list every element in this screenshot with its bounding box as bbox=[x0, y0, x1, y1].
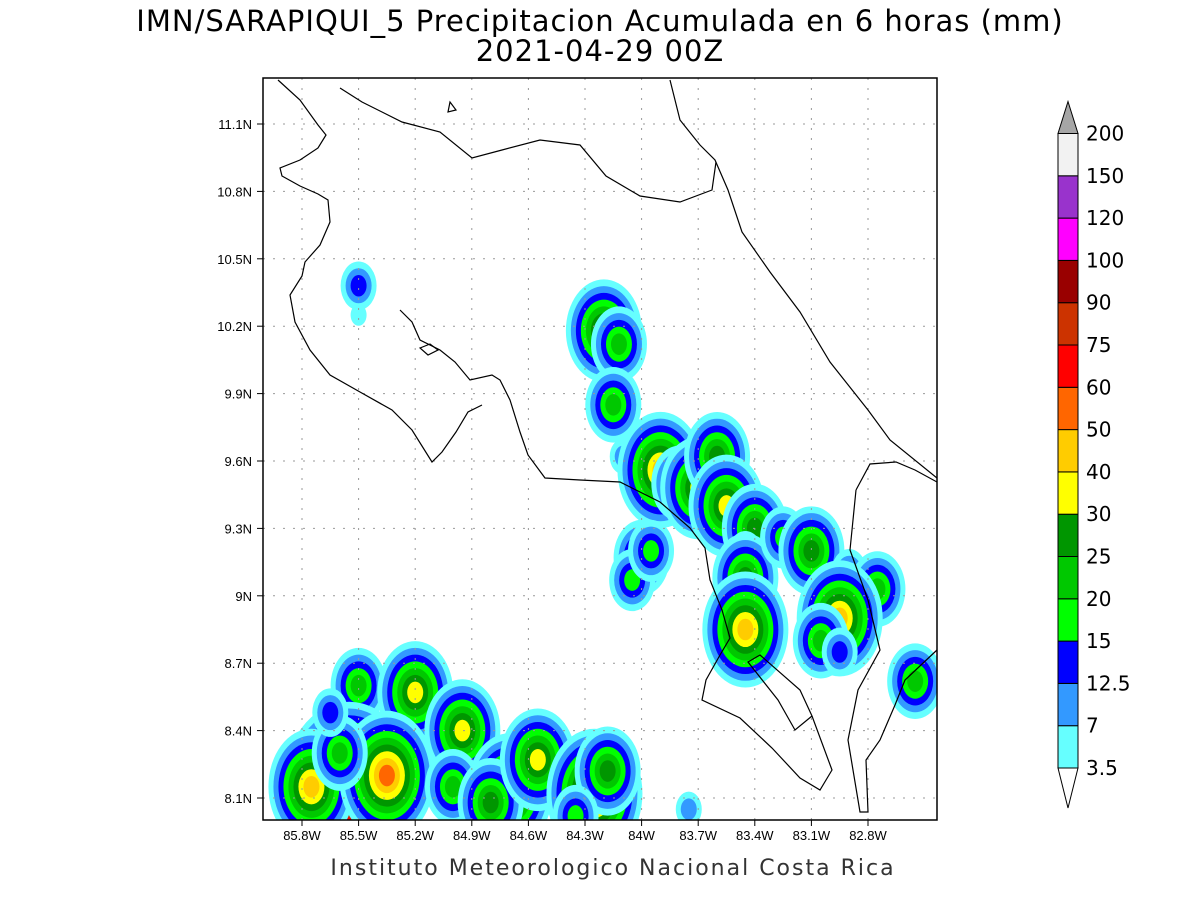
lat-tick-label: 11.1N bbox=[218, 117, 252, 132]
colorbar-label: 3.5 bbox=[1086, 756, 1118, 780]
credit-text: Instituto Meteorologico Nacional Costa R… bbox=[330, 856, 896, 881]
colorbar-label: 40 bbox=[1086, 460, 1111, 484]
lat-tick-label: 10.2N bbox=[217, 319, 252, 334]
coastlines bbox=[277, 79, 937, 813]
colorbar-label: 60 bbox=[1086, 375, 1111, 399]
lat-tick-label: 9N bbox=[235, 589, 252, 604]
lon-tick-label: 82.8W bbox=[849, 828, 887, 843]
lat-tick-label: 8.7N bbox=[225, 656, 252, 671]
precip-contour bbox=[831, 641, 848, 663]
colorbar-box bbox=[1057, 429, 1079, 473]
colorbar-box bbox=[1057, 725, 1079, 769]
colorbar-under-arrow bbox=[1057, 767, 1079, 809]
colorbar-box bbox=[1057, 217, 1079, 261]
lat-tick-label: 8.4N bbox=[225, 724, 252, 739]
colorbar-box bbox=[1057, 513, 1079, 558]
colorbar-box bbox=[1057, 259, 1079, 304]
lon-tick-label: 84.3W bbox=[566, 828, 604, 843]
longitude-ticks: 85.8W 85.5W 85.2W 84.9W 84.6W 84.3W 84W 83.7W 83… bbox=[283, 820, 888, 843]
precip-contour bbox=[907, 670, 924, 692]
lon-tick-label: 84.6W bbox=[510, 828, 548, 843]
lon-tick-label: 84W bbox=[628, 828, 655, 843]
precip-contour bbox=[350, 674, 367, 697]
map-frame bbox=[262, 77, 938, 821]
colorbar-label: 90 bbox=[1086, 291, 1111, 315]
precip-contour bbox=[567, 805, 584, 820]
colorbar-box bbox=[1057, 386, 1079, 431]
colorbar-box bbox=[1057, 344, 1079, 388]
precip-contour bbox=[482, 791, 499, 814]
gridlines bbox=[263, 78, 937, 820]
lat-tick-label: 9.6N bbox=[225, 454, 252, 469]
map-title: IMN/SARAPIQUI_5 Precipitacion Acumulada … bbox=[136, 4, 1064, 38]
lon-tick-label: 85.5W bbox=[340, 828, 378, 843]
colorbar-label: 7 bbox=[1086, 714, 1099, 738]
lon-tick-label: 83.1W bbox=[793, 828, 831, 843]
precip-contour bbox=[605, 394, 622, 416]
colorbar-box bbox=[1057, 133, 1079, 177]
precip-contour bbox=[803, 540, 820, 562]
colorbar-label: 75 bbox=[1086, 333, 1111, 357]
precip-contour bbox=[624, 569, 641, 591]
lon-tick-label: 85.8W bbox=[283, 828, 321, 843]
colorbar: 3.5 7 12.5 15 20 25 30 40 50 60 75 90 100 120 150 200 bbox=[1057, 99, 1131, 809]
precip-contour bbox=[407, 681, 424, 704]
colorbar-label: 15 bbox=[1086, 629, 1111, 653]
precip-contour bbox=[610, 333, 627, 355]
precip-contour bbox=[599, 760, 616, 782]
lon-tick-label: 84.9W bbox=[453, 828, 491, 843]
lon-tick-label: 83.4W bbox=[736, 828, 774, 843]
precip-contour bbox=[350, 274, 367, 297]
lat-tick-label: 8.1N bbox=[225, 791, 252, 806]
colorbar-label: 25 bbox=[1086, 545, 1111, 569]
precipitation-field bbox=[268, 261, 937, 820]
precip-contour bbox=[378, 764, 395, 787]
precip-contour bbox=[444, 775, 461, 798]
latitude-ticks: 11.1N 10.8N 10.5N 10.2N 9.9N 9.6N 9.3N 9N 8.7N 8.… bbox=[217, 117, 263, 806]
precip-contour bbox=[331, 742, 348, 764]
map-subtitle: 2021-04-29 00Z bbox=[475, 34, 725, 68]
lat-tick-label: 10.5N bbox=[217, 252, 252, 267]
lat-tick-label: 9.3N bbox=[225, 521, 252, 536]
lat-tick-label: 10.8N bbox=[217, 184, 252, 199]
precip-contour bbox=[529, 749, 546, 771]
lon-tick-label: 83.7W bbox=[679, 828, 717, 843]
colorbar-box bbox=[1057, 682, 1079, 727]
colorbar-box bbox=[1057, 302, 1079, 346]
colorbar-label: 12.5 bbox=[1086, 671, 1131, 695]
colorbar-label: 150 bbox=[1086, 164, 1124, 188]
colorbar-box bbox=[1057, 556, 1079, 600]
precip-contour bbox=[643, 540, 660, 562]
colorbar-label: 30 bbox=[1086, 502, 1111, 526]
colorbar-box bbox=[1057, 175, 1079, 219]
colorbar-box bbox=[1057, 471, 1079, 515]
precip-contour bbox=[303, 775, 320, 798]
lat-tick-label: 9.9N bbox=[225, 387, 252, 402]
precip-contour bbox=[737, 618, 754, 641]
lon-tick-label: 85.2W bbox=[396, 828, 434, 843]
colorbar-label: 20 bbox=[1086, 587, 1111, 611]
precip-contour bbox=[680, 798, 697, 820]
colorbar-label: 200 bbox=[1086, 122, 1124, 146]
colorbar-box bbox=[1057, 598, 1079, 642]
colorbar-over-arrow bbox=[1057, 99, 1079, 134]
colorbar-label: 100 bbox=[1086, 248, 1124, 272]
precip-contour bbox=[454, 719, 471, 742]
colorbar-label: 120 bbox=[1086, 206, 1124, 230]
precip-contour bbox=[322, 701, 339, 724]
precip-contour bbox=[350, 304, 367, 326]
colorbar-box bbox=[1057, 640, 1079, 684]
colorbar-label: 50 bbox=[1086, 418, 1111, 442]
